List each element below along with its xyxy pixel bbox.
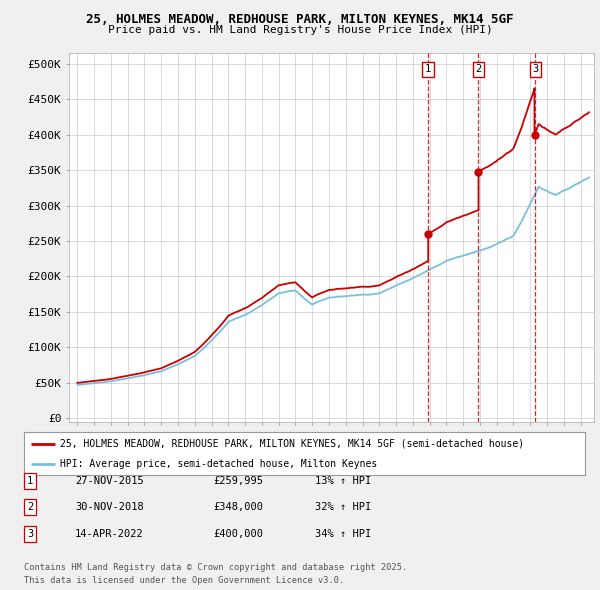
Text: Contains HM Land Registry data © Crown copyright and database right 2025.: Contains HM Land Registry data © Crown c…: [24, 563, 407, 572]
Text: 13% ↑ HPI: 13% ↑ HPI: [315, 476, 371, 486]
Text: 2: 2: [27, 503, 33, 512]
Text: Price paid vs. HM Land Registry's House Price Index (HPI): Price paid vs. HM Land Registry's House …: [107, 25, 493, 35]
Text: 25, HOLMES MEADOW, REDHOUSE PARK, MILTON KEYNES, MK14 5GF: 25, HOLMES MEADOW, REDHOUSE PARK, MILTON…: [86, 13, 514, 26]
Text: 3: 3: [532, 64, 538, 74]
Text: £400,000: £400,000: [213, 529, 263, 539]
Text: 1: 1: [425, 64, 431, 74]
Text: 3: 3: [27, 529, 33, 539]
Text: 14-APR-2022: 14-APR-2022: [75, 529, 144, 539]
Text: £259,995: £259,995: [213, 476, 263, 486]
Text: 2: 2: [475, 64, 481, 74]
Text: £348,000: £348,000: [213, 503, 263, 512]
Text: 25, HOLMES MEADOW, REDHOUSE PARK, MILTON KEYNES, MK14 5GF (semi-detached house): 25, HOLMES MEADOW, REDHOUSE PARK, MILTON…: [61, 439, 524, 449]
Text: 34% ↑ HPI: 34% ↑ HPI: [315, 529, 371, 539]
Text: 1: 1: [27, 476, 33, 486]
Text: 27-NOV-2015: 27-NOV-2015: [75, 476, 144, 486]
Text: 32% ↑ HPI: 32% ↑ HPI: [315, 503, 371, 512]
Text: HPI: Average price, semi-detached house, Milton Keynes: HPI: Average price, semi-detached house,…: [61, 459, 378, 469]
Text: This data is licensed under the Open Government Licence v3.0.: This data is licensed under the Open Gov…: [24, 576, 344, 585]
Text: 30-NOV-2018: 30-NOV-2018: [75, 503, 144, 512]
